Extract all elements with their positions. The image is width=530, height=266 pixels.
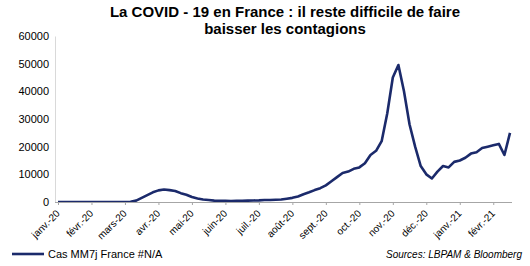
chart: La COVID - 19 en France : il reste diffi… xyxy=(0,0,530,266)
x-tick-label: mai-20 xyxy=(166,207,196,237)
x-tick: févr.-21 xyxy=(466,202,498,239)
x-tick: janv.-20 xyxy=(29,202,62,241)
x-axis: janv.-20févr.-20mars-20avr.-20mai-20juin… xyxy=(29,202,512,241)
x-tick-mark xyxy=(460,202,461,205)
x-tick-mark xyxy=(192,202,193,205)
x-tick-mark xyxy=(393,202,394,205)
x-axis-line xyxy=(55,202,512,203)
x-tick: sept.-20 xyxy=(296,202,330,241)
source-note: Sources: LBPAM & Bloomberg xyxy=(386,249,522,260)
series-line xyxy=(58,65,510,202)
plot-area xyxy=(58,65,510,202)
y-tick-label: 30000 xyxy=(18,113,49,125)
x-tick: déc.-20 xyxy=(399,202,431,239)
x-tick-label: juin-20 xyxy=(200,207,230,237)
x-tick-label: juil.-20 xyxy=(233,207,263,237)
x-tick-label: août-20 xyxy=(265,207,297,239)
y-tick: 20000 xyxy=(18,141,55,153)
y-tick: 40000 xyxy=(18,85,55,97)
y-tick-label: 60000 xyxy=(18,30,49,42)
x-tick: juil.-20 xyxy=(233,202,263,237)
title: La COVID - 19 en France : il reste diffi… xyxy=(110,3,460,37)
x-tick-label: janv.-20 xyxy=(29,207,62,240)
title-line: La COVID - 19 en France : il reste diffi… xyxy=(110,3,460,20)
x-tick: août-20 xyxy=(265,202,297,239)
y-tick: 50000 xyxy=(18,58,55,70)
legend-label: Cas MM7j France #N/A xyxy=(48,248,163,260)
x-tick-mark xyxy=(259,202,260,205)
y-tick: 30000 xyxy=(18,113,55,125)
y-tick-label: 20000 xyxy=(18,141,49,153)
x-tick-label: avr.-20 xyxy=(133,207,163,237)
x-tick: mars-20 xyxy=(95,202,129,241)
legend-swatch xyxy=(12,253,44,256)
x-tick-label: sept.-20 xyxy=(296,207,330,241)
x-tick-mark xyxy=(359,202,360,205)
y-tick: 0 xyxy=(43,196,55,208)
title-line: baisser les contagions xyxy=(204,20,366,37)
y-tick-label: 0 xyxy=(43,196,49,208)
x-tick-mark xyxy=(292,202,293,205)
y-tick-label: 40000 xyxy=(18,85,49,97)
x-tick-mark xyxy=(158,202,159,205)
x-tick-mark xyxy=(91,202,92,205)
x-tick-mark xyxy=(125,202,126,205)
x-tick-label: mars-20 xyxy=(95,207,129,241)
y-tick: 60000 xyxy=(18,30,55,42)
y-tick-label: 10000 xyxy=(18,168,49,180)
y-tick: 10000 xyxy=(18,168,55,180)
x-tick-label: oct.-20 xyxy=(334,207,364,237)
legend: Cas MM7j France #N/A xyxy=(12,248,163,260)
y-axis-line xyxy=(55,37,56,203)
x-tick-label: déc.-20 xyxy=(399,207,431,239)
x-tick-label: nov.-20 xyxy=(366,207,397,238)
x-tick-mark xyxy=(326,202,327,205)
x-tick-mark xyxy=(426,202,427,205)
x-tick-label: févr.-21 xyxy=(466,207,498,239)
x-tick: mai-20 xyxy=(166,202,196,237)
x-tick-label: janv.-21 xyxy=(431,207,464,240)
x-tick: févr.-20 xyxy=(64,202,96,239)
x-tick-label: févr.-20 xyxy=(64,207,96,239)
x-tick: avr.-20 xyxy=(133,202,163,237)
x-tick: oct.-20 xyxy=(334,202,364,237)
x-tick-mark xyxy=(58,202,59,205)
x-tick: juin-20 xyxy=(200,202,230,237)
y-axis: 0 10000 20000 30000 40000 50000 60000 xyxy=(18,30,55,208)
x-tick-mark xyxy=(225,202,226,205)
x-tick: nov.-20 xyxy=(366,202,397,238)
y-tick-label: 50000 xyxy=(18,58,49,70)
x-tick-mark xyxy=(493,202,494,205)
x-tick: janv.-21 xyxy=(431,202,464,241)
